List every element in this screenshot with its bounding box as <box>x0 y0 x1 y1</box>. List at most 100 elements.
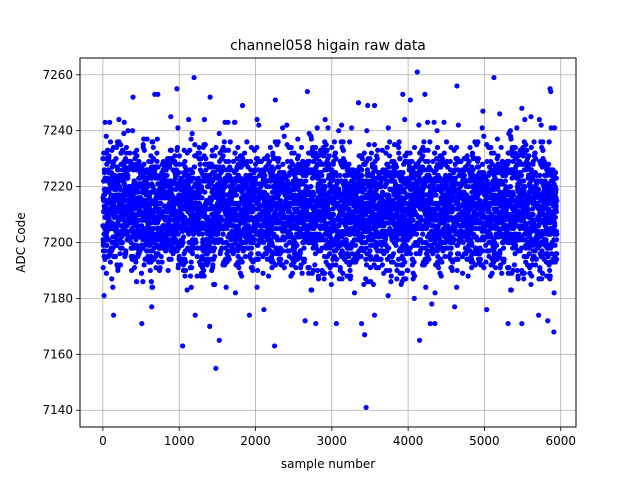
data-point <box>119 245 125 251</box>
data-point <box>303 178 309 184</box>
data-point <box>183 267 189 274</box>
data-point <box>119 147 126 153</box>
data-point <box>312 262 318 268</box>
data-point <box>254 267 261 274</box>
data-point <box>107 139 114 145</box>
data-point <box>403 276 409 282</box>
data-point <box>294 242 300 248</box>
data-point <box>333 262 339 268</box>
data-point <box>425 147 431 153</box>
data-point <box>188 284 194 290</box>
data-point <box>480 248 486 254</box>
data-point <box>134 147 140 153</box>
data-point <box>439 259 445 265</box>
data-point <box>182 273 188 279</box>
data-point <box>186 116 192 123</box>
data-point <box>396 150 402 156</box>
data-point <box>155 164 161 170</box>
data-point <box>135 189 141 195</box>
data-point <box>133 259 139 265</box>
data-point <box>412 273 418 279</box>
data-point <box>385 293 391 299</box>
data-point <box>138 270 145 276</box>
data-point <box>212 153 218 159</box>
data-point <box>411 295 417 302</box>
data-point <box>175 231 181 237</box>
data-point <box>387 267 393 274</box>
data-point <box>432 290 438 296</box>
data-point <box>359 172 365 179</box>
data-point <box>244 139 250 145</box>
data-point <box>114 242 120 248</box>
data-point <box>451 237 458 243</box>
data-point <box>322 270 328 276</box>
data-point <box>169 186 175 192</box>
data-point <box>275 139 281 145</box>
data-point <box>475 156 481 162</box>
data-point <box>182 259 189 265</box>
data-point <box>254 284 260 290</box>
data-point <box>115 167 121 173</box>
data-point <box>212 253 218 260</box>
data-point <box>150 225 157 232</box>
data-point <box>455 122 462 128</box>
data-point <box>223 284 229 290</box>
data-point <box>103 133 109 139</box>
data-point <box>448 245 454 251</box>
data-point <box>172 153 178 159</box>
data-point <box>154 158 160 165</box>
data-point <box>196 144 202 151</box>
data-point <box>232 150 238 156</box>
data-point <box>173 161 179 167</box>
data-point <box>101 170 108 176</box>
data-point <box>252 237 258 243</box>
data-point <box>188 259 194 265</box>
data-point <box>242 150 248 156</box>
data-point <box>348 125 355 131</box>
data-point <box>426 256 432 262</box>
data-point <box>262 172 268 179</box>
data-point <box>141 161 147 167</box>
data-point <box>144 136 150 142</box>
data-point <box>248 251 254 257</box>
data-point <box>375 147 381 153</box>
data-point <box>240 156 246 162</box>
data-point <box>340 139 346 145</box>
data-point <box>393 164 400 170</box>
data-point <box>264 153 271 159</box>
data-point <box>295 153 302 159</box>
data-point <box>109 276 115 282</box>
data-point <box>452 225 458 232</box>
data-point <box>394 276 400 282</box>
data-point <box>192 142 198 148</box>
data-point <box>188 136 194 142</box>
data-point <box>411 144 418 151</box>
data-point <box>189 265 195 271</box>
data-point <box>236 265 242 271</box>
data-point <box>301 256 308 262</box>
data-point <box>123 150 129 156</box>
data-point <box>256 122 262 128</box>
data-point <box>121 130 127 137</box>
data-point <box>119 239 126 246</box>
data-point <box>321 178 327 184</box>
data-point <box>131 265 138 271</box>
data-point <box>187 273 194 279</box>
data-point <box>112 253 119 260</box>
data-point <box>113 156 119 162</box>
data-point <box>226 256 232 262</box>
data-point <box>140 279 146 285</box>
data-point <box>174 144 181 151</box>
data-point <box>220 231 226 237</box>
data-point <box>167 161 173 167</box>
data-point <box>189 130 195 137</box>
data-point <box>410 217 416 223</box>
data-point <box>425 158 431 165</box>
data-point <box>329 144 335 151</box>
points-layer <box>100 69 560 411</box>
data-point <box>180 234 187 240</box>
data-point <box>438 273 444 279</box>
data-point <box>204 214 211 220</box>
data-point <box>338 122 345 128</box>
data-point <box>210 262 216 268</box>
